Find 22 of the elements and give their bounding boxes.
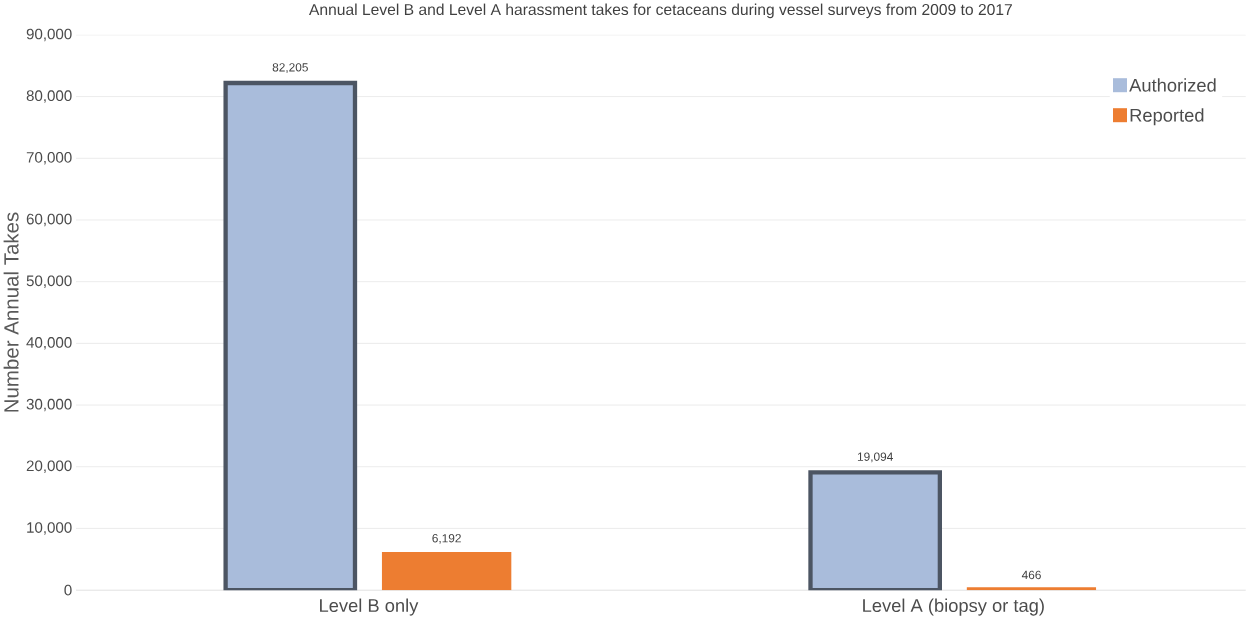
y-tick-label: 0	[64, 584, 72, 596]
y-axis-title: Number Annual Takes	[3, 212, 19, 412]
y-tick-label: 40,000	[26, 337, 72, 350]
x-tick-label: Level B only	[320, 598, 419, 616]
y-tick-label: 20,000	[26, 460, 72, 473]
bar	[381, 551, 512, 591]
data-label: 466	[1021, 570, 1041, 580]
data-label: 6,192	[432, 533, 461, 544]
y-tick-label: 60,000	[26, 213, 72, 227]
data-label: 82,205	[272, 63, 308, 73]
legend-label: Reported	[1130, 108, 1204, 126]
y-tick-label: 80,000	[26, 90, 72, 103]
y-tick-label: 50,000	[26, 275, 72, 288]
chart-title: Annual Level B and Level A harassment takes for cetaceans during vessel surveys from 2009 to 2017	[309, 3, 1012, 19]
data-label: 19,094	[857, 452, 893, 463]
bar	[966, 587, 1097, 591]
y-tick-label: 70,000	[26, 151, 72, 165]
legend-label: Authorized	[1129, 78, 1216, 92]
y-tick-label: 10,000	[27, 522, 72, 535]
y-tick-label: 30,000	[26, 398, 72, 412]
y-tick-label: 90,000	[26, 28, 72, 42]
x-tick-label: Level A (biopsy or tag)	[863, 598, 1044, 616]
